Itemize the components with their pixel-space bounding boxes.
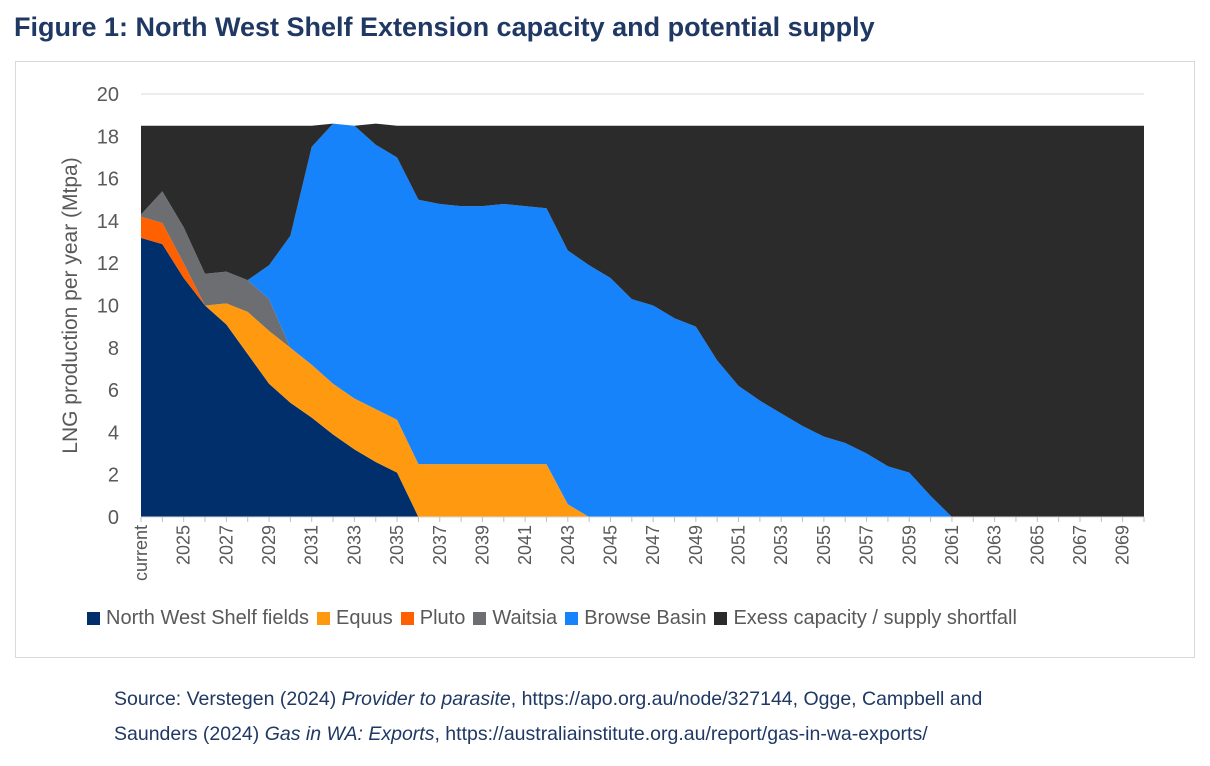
area-series-browse-basin	[141, 123, 1144, 518]
legend-item: Equus	[317, 607, 393, 630]
chart-container: 0 2 4 6 8 10 12 14 16 18 20 current 2025 2027 2029 2031…	[15, 61, 1195, 658]
x-tick-label: 2053	[771, 525, 791, 565]
legend-item: Pluto	[400, 607, 466, 630]
x-tick-label: 2025	[174, 525, 194, 565]
x-tick-label: 2055	[814, 525, 834, 565]
x-tick-label: 2041	[515, 525, 535, 565]
legend-swatch	[400, 612, 414, 625]
x-tick-label: 2049	[686, 525, 706, 565]
x-tick-label: 2035	[387, 525, 407, 565]
legend-item: North West Shelf fields	[87, 607, 309, 630]
source-line-1: Source: Verstegen (2024) Provider to par…	[114, 688, 983, 710]
x-tick-label: 2057	[857, 525, 877, 565]
x-tick-label: 2031	[302, 525, 322, 565]
x-tick-label: 2043	[558, 525, 578, 565]
x-tick-label: 2033	[344, 525, 364, 565]
y-tick-label: 0	[108, 507, 119, 529]
y-tick-label: 12	[97, 253, 119, 275]
legend-label: Browse Basin	[584, 607, 707, 629]
source-note: Source: Verstegen (2024) Provider to par…	[114, 682, 982, 752]
y-tick-label: 6	[108, 380, 119, 402]
x-tick-label: 2063	[985, 525, 1005, 565]
legend-item: Waitsia	[473, 607, 557, 630]
y-tick-label: 20	[97, 84, 119, 106]
x-tick-label: 2061	[942, 525, 962, 565]
area-series-equus	[141, 237, 1144, 517]
y-tick-label: 16	[97, 169, 119, 191]
source-line-2: Saunders (2024) Gas in WA: Exports, http…	[114, 723, 928, 745]
y-tick-label: 8	[108, 338, 119, 360]
x-tick-label: 2059	[899, 525, 919, 565]
area-series-exess-capacity-supply-shortfall	[141, 123, 1144, 518]
legend-label: North West Shelf fields	[106, 607, 310, 629]
x-tick-label: 2069	[1113, 525, 1133, 565]
x-tick-label: 2029	[259, 525, 279, 565]
x-tick-label: 2065	[1027, 525, 1047, 565]
legend-label: Pluto	[419, 607, 466, 629]
y-tick-label: 18	[97, 126, 119, 148]
legend-label: Waitsia	[492, 607, 558, 629]
legend-swatch	[565, 612, 579, 625]
area-series-north-west-shelf-fields	[141, 237, 1144, 517]
y-tick-label: 14	[97, 211, 119, 233]
x-tick-label: 2051	[729, 525, 749, 565]
x-tick-label: current	[131, 525, 151, 581]
x-tick-label: 2039	[472, 525, 492, 565]
chart-legend: North West Shelf fields Equus Pluto Waitsia…	[87, 607, 1025, 630]
x-tick-label: 2037	[430, 525, 450, 565]
legend-swatch	[317, 612, 331, 625]
figure-title: Figure 1: North West Shelf Extension cap…	[14, 12, 875, 42]
legend-label: Exess capacity / supply shortfall	[733, 607, 1017, 629]
y-tick-label: 4	[108, 422, 119, 444]
legend-swatch	[473, 612, 487, 625]
x-tick-label: 2067	[1070, 525, 1090, 565]
y-axis-label: LNG production per year (Mtpa)	[59, 157, 82, 453]
x-tick-label: 2045	[600, 525, 620, 565]
x-tick-label: 2027	[216, 525, 236, 565]
legend-label: Equus	[336, 607, 393, 629]
legend-swatch	[87, 612, 100, 625]
y-tick-label: 10	[97, 296, 119, 318]
legend-swatch	[714, 612, 728, 625]
y-tick-label: 2	[108, 465, 119, 487]
area-chart: 0 2 4 6 8 10 12 14 16 18 20 current 2025 2027 2029 2031…	[59, 84, 1145, 581]
x-tick-label: 2047	[643, 525, 663, 565]
legend-item: Exess capacity / supply shortfall	[714, 607, 1017, 630]
legend-item: Browse Basin	[565, 607, 706, 630]
